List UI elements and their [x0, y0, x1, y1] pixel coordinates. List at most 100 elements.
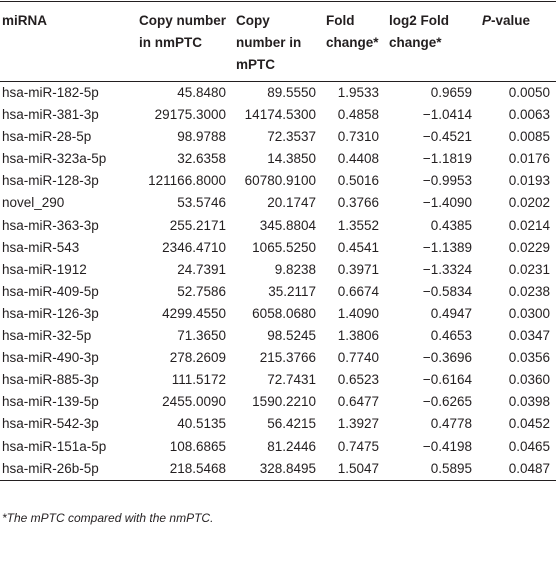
table-cell: 1.3552 — [337, 217, 379, 233]
table-cell: −1.3324 — [422, 261, 472, 277]
table-cell: −1.4090 — [422, 195, 472, 211]
table-cell: 0.4947 — [430, 305, 472, 321]
table-cell: −0.4521 — [422, 129, 472, 145]
table-cell: 29175.3000 — [154, 107, 226, 123]
table-cell: 111.5172 — [171, 372, 226, 388]
table-cell: 72.3537 — [267, 129, 316, 145]
table-cell: hsa-miR-381-3p — [2, 107, 99, 123]
table-cell: 0.3766 — [337, 195, 379, 211]
table-cell: novel_290 — [2, 195, 65, 211]
table-cell: 14.3850 — [267, 151, 316, 167]
table-cell: hsa-miR-26b-5p — [2, 460, 99, 476]
column-header: Copy number in nmPTC — [135, 1, 232, 82]
table-cell: 0.0452 — [508, 416, 550, 432]
table-cell: 1.9533 — [337, 85, 379, 100]
table-cell: hsa-miR-323a-5p — [2, 151, 107, 167]
table-cell: 56.4215 — [267, 416, 316, 432]
table-cell: hsa-miR-126-3p — [2, 305, 99, 321]
table-cell: 0.6523 — [337, 372, 379, 388]
table-cell: hsa-miR-363-3p — [2, 217, 99, 233]
table-row: hsa-miR-26b-5p 218.5468 328.8495 1.5047 0.58… — [0, 458, 556, 481]
header-text: -value — [491, 13, 531, 28]
table-cell: hsa-miR-1912 — [2, 261, 87, 277]
table-cell: 60780.9100 — [244, 173, 316, 189]
table-cell: hsa-miR-182-5p — [2, 85, 99, 100]
table-row: hsa-miR-542-3p 40.5135 56.4215 1.3927 0.4778… — [0, 413, 556, 435]
table-cell: hsa-miR-543 — [2, 239, 80, 255]
table-cell: 0.0193 — [508, 173, 550, 189]
table-body: hsa-miR-182-5p 45.8480 89.5550 1.9533 0.9659… — [0, 82, 556, 481]
table-cell: −0.3696 — [422, 350, 472, 366]
table-row: hsa-miR-182-5p 45.8480 89.5550 1.9533 0.9659… — [0, 82, 556, 105]
column-header: log2 Fold change* — [385, 1, 478, 82]
table-cell: 24.7391 — [177, 261, 226, 277]
table-cell: 0.7310 — [337, 129, 379, 145]
header-row: miRNA Copy number in nmPTC Copy number in … — [0, 1, 556, 82]
table-row: hsa-miR-1912 24.7391 9.8238 0.3971 −1.3324 0.… — [0, 259, 556, 281]
table-cell: 53.5746 — [177, 195, 226, 211]
table-cell: 345.8804 — [259, 217, 316, 233]
table-cell: −0.6265 — [422, 394, 472, 410]
table-cell: hsa-miR-542-3p — [2, 416, 99, 432]
table-cell: 0.4385 — [430, 217, 472, 233]
table-cell: 255.2171 — [169, 217, 226, 233]
table-row: novel_290 53.5746 20.1747 0.3766 −1.4090 0.02… — [0, 192, 556, 214]
column-header: Fold change* — [322, 1, 385, 82]
table-cell: 121166.8000 — [148, 173, 226, 189]
table-cell: 1.5047 — [337, 460, 379, 476]
table-row: hsa-miR-323a-5p 32.6358 14.3850 0.4408 −1.18… — [0, 148, 556, 170]
table-cell: 0.0050 — [508, 85, 550, 100]
column-header: Copy number in mPTC — [232, 1, 322, 82]
table-cell: 0.0465 — [508, 438, 550, 454]
table-cell: 328.8495 — [259, 460, 316, 476]
table-row: hsa-miR-381-3p 29175.3000 14174.5300 0.4858… — [0, 104, 556, 126]
table-cell: 0.0214 — [508, 217, 550, 233]
table-cell: 0.0063 — [508, 107, 550, 123]
table-cell: 0.0238 — [508, 283, 550, 299]
table-cell: 35.2117 — [268, 283, 316, 299]
table-row: hsa-miR-363-3p 255.2171 345.8804 1.3552 0.43… — [0, 215, 556, 237]
table-row: hsa-miR-490-3p 278.2609 215.3766 0.7740 −0.3… — [0, 347, 556, 369]
footnote: *The mPTC compared with the nmPTC. — [2, 511, 214, 525]
table-cell: −0.9953 — [422, 173, 472, 189]
table-cell: 0.9659 — [430, 85, 472, 100]
table-row: hsa-miR-28-5p 98.9788 72.3537 0.7310 −0.4521… — [0, 126, 556, 148]
table-row: hsa-miR-885-3p 111.5172 72.7431 0.6523 −0.61… — [0, 369, 556, 391]
table-cell: 0.6674 — [337, 283, 379, 299]
table-cell: 0.4408 — [337, 151, 379, 167]
table-cell: 0.7475 — [337, 438, 379, 454]
table-cell: 2346.4710 — [162, 239, 226, 255]
table-cell: 9.8238 — [274, 261, 316, 277]
table-cell: 81.2446 — [267, 438, 316, 454]
data-table: miRNA Copy number in nmPTC Copy number in … — [0, 1, 556, 481]
table-cell: 0.0300 — [508, 305, 550, 321]
table-cell: 0.0202 — [508, 195, 550, 211]
table-cell: 218.5468 — [169, 460, 226, 476]
table-cell: 1.4090 — [337, 305, 379, 321]
table-cell: 45.8480 — [177, 85, 226, 100]
table-cell: 72.7431 — [267, 372, 316, 388]
table-cell: 0.3971 — [337, 261, 379, 277]
table-row: hsa-miR-126-3p 4299.4550 6058.0680 1.4090 0.… — [0, 303, 556, 325]
column-header: P-value — [478, 1, 556, 82]
table-cell: hsa-miR-409-5p — [2, 283, 99, 299]
table-cell: 98.5245 — [267, 328, 316, 344]
table-row: hsa-miR-128-3p 121166.8000 60780.9100 0.501… — [0, 170, 556, 192]
table-cell: 1.3806 — [337, 328, 379, 344]
table-cell: 40.5135 — [177, 416, 226, 432]
table-cell: 0.0085 — [508, 129, 550, 145]
table-row: hsa-miR-151a-5p 108.6865 81.2446 0.7475 −0.4… — [0, 436, 556, 458]
table-cell: 0.5895 — [430, 460, 472, 476]
table-row: hsa-miR-139-5p 2455.0090 1590.2210 0.6477 −0… — [0, 391, 556, 413]
table-cell: 89.5550 — [267, 85, 316, 100]
table-cell: hsa-miR-885-3p — [2, 372, 99, 388]
table-row: hsa-miR-409-5p 52.7586 35.2117 0.6674 −0.583… — [0, 281, 556, 303]
table-cell: −0.5834 — [422, 283, 472, 299]
table-row: hsa-miR-32-5p 71.3650 98.5245 1.3806 0.4653 0… — [0, 325, 556, 347]
table-cell: hsa-miR-32-5p — [2, 328, 92, 344]
table-cell: 0.4858 — [337, 107, 379, 123]
table-cell: 0.0487 — [508, 460, 550, 476]
table-cell: 108.6865 — [169, 438, 226, 454]
table-cell: 0.0347 — [508, 328, 550, 344]
